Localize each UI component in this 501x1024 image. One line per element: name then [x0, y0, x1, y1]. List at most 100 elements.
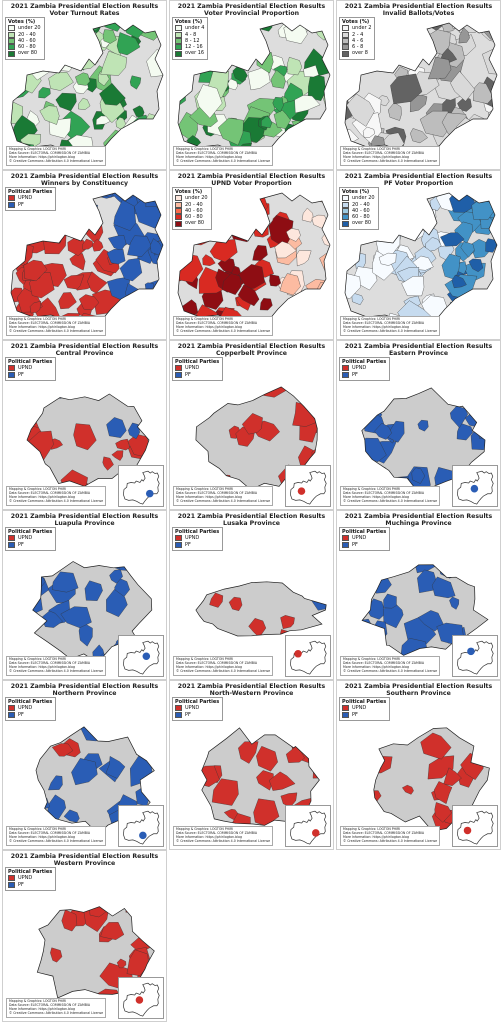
map-legend: Political Parties UPND PF — [5, 357, 57, 381]
constituency-shape — [36, 726, 51, 745]
constituency-shape — [417, 569, 438, 594]
constituency-shape — [200, 581, 215, 590]
credit-line: Data Source: ELECTORAL COMMISSION OF ZAM… — [9, 1003, 91, 1008]
constituency-shape — [119, 23, 149, 39]
map-panel-upnd: 2021 Zambia Presidential Election Result… — [169, 170, 334, 340]
constituency-shape — [100, 193, 115, 198]
constituency-shape — [172, 437, 185, 451]
constituency-shape — [195, 392, 219, 414]
constituency-shape — [272, 97, 284, 113]
constituency-shape — [73, 423, 97, 451]
legend-label: PF — [18, 711, 24, 718]
credit-line: Data Source: ELECTORAL COMMISSION OF ZAM… — [176, 831, 258, 836]
credit-line: Mapping & Graphics: LOGTON PHIRI — [343, 317, 401, 322]
constituency-shape — [388, 102, 402, 121]
constituency-shape — [102, 29, 117, 44]
panel-subtitle: Central Province — [55, 350, 114, 357]
credits-box: Mapping & Graphics: LOGTON PHIRI Data Sou… — [340, 316, 441, 336]
panel-title: 2021 Zambia Presidential Election Result… — [337, 343, 500, 357]
legend-item: under 2 — [342, 25, 371, 32]
map-legend: Political Parties UPND PF — [5, 527, 57, 551]
credit-line: © Creative Commons: Attribution 4.0 Inte… — [176, 499, 271, 504]
legend-swatch — [342, 38, 349, 45]
credits-box: Mapping & Graphics: LOGTON PHIRI Data Sou… — [6, 826, 107, 846]
constituency-shape — [472, 161, 487, 163]
constituency-shape — [277, 700, 300, 722]
constituency-shape — [443, 767, 462, 786]
constituency-shape — [51, 743, 74, 757]
constituency-shape — [145, 193, 163, 207]
constituency-shape — [103, 325, 129, 333]
credit-line: More Information: https://phirilogton.bl… — [9, 1007, 75, 1012]
constituency-shape — [291, 154, 310, 163]
credits-box: Mapping & Graphics: LOGTON PHIRI Data Sou… — [6, 486, 107, 506]
legend-label: 12 - 16 — [185, 44, 203, 51]
legend-swatch — [342, 220, 349, 227]
credit-line: Data Source: ELECTORAL COMMISSION OF ZAM… — [176, 151, 258, 156]
constituency-shape — [276, 151, 292, 163]
panel-title: 2021 Zambia Presidential Election Result… — [337, 173, 500, 187]
map-canvas — [177, 22, 331, 164]
constituency-shape — [406, 23, 428, 43]
legend-item: under 4 — [175, 25, 204, 32]
constituency-shape — [288, 146, 303, 161]
constituency-shape — [307, 73, 326, 102]
constituency-shape — [345, 228, 352, 246]
map-legend: Political Parties UPND PF — [339, 357, 391, 381]
constituency-shape — [29, 300, 42, 314]
constituency-shape — [100, 922, 125, 940]
legend-swatch — [342, 44, 349, 51]
map-legend: Political Parties UPND PF — [5, 187, 57, 211]
legend-title: Political Parties — [342, 699, 387, 705]
constituency-shape — [217, 257, 235, 273]
credits-box: Mapping & Graphics: LOGTON PHIRI Data Sou… — [173, 486, 274, 506]
legend-label: UPND — [18, 705, 33, 712]
credit-line: © Creative Commons: Attribution 4.0 Inte… — [9, 1011, 104, 1016]
constituency-shape — [274, 241, 297, 259]
credit-line: Data Source: ELECTORAL COMMISSION OF ZAM… — [343, 151, 425, 156]
constituency-shape — [237, 284, 260, 307]
constituency-shape — [196, 84, 223, 119]
legend-swatch — [8, 705, 15, 712]
main-title: 2021 Zambia Presidential Election Result… — [10, 343, 159, 350]
constituency-shape — [438, 160, 455, 163]
map-panel-provincial: 2021 Zambia Presidential Election Result… — [169, 0, 334, 170]
legend-label: UPND — [18, 875, 33, 882]
constituency-shape — [456, 422, 473, 441]
constituency-shape — [467, 564, 488, 577]
constituency-shape — [108, 363, 121, 377]
constituency-shape — [390, 73, 423, 105]
constituency-shape — [349, 470, 361, 479]
legend-item: 20 - 40 — [175, 202, 208, 208]
legend-swatch — [342, 705, 349, 712]
panel-title: 2021 Zambia Presidential Election Result… — [170, 173, 333, 187]
legend-title: Political Parties — [342, 359, 387, 365]
credit-line: More Information: https://phirilogton.bl… — [9, 325, 75, 330]
map-canvas — [26, 363, 150, 487]
constituency-shape — [345, 272, 361, 299]
main-title: 2021 Zambia Presidential Election Result… — [10, 3, 159, 10]
panel-title: 2021 Zambia Presidential Election Result… — [337, 3, 500, 17]
constituency-shape — [80, 541, 90, 552]
province-outline — [195, 581, 327, 637]
legend-swatch — [342, 31, 349, 38]
legend-label: 8 - 12 — [185, 37, 200, 44]
constituency-shape — [362, 618, 375, 638]
constituency-shape — [118, 153, 132, 163]
constituency-shape — [406, 33, 422, 48]
legend-label: over 80 — [352, 220, 372, 227]
constituency-shape — [152, 619, 167, 634]
constituency-shape — [228, 596, 243, 612]
legend-item: 20 - 40 — [8, 32, 41, 38]
constituency-shape — [316, 746, 320, 760]
constituency-shape — [100, 50, 127, 76]
constituency-shape — [102, 312, 128, 333]
constituency-shape — [36, 726, 40, 736]
constituency-shape — [307, 553, 326, 573]
constituency-shape — [155, 144, 163, 156]
legend-item: 60 - 80 — [175, 214, 208, 221]
legend-swatch — [8, 201, 15, 208]
main-title: 2021 Zambia Presidential Election Result… — [344, 3, 493, 10]
constituency-shape — [289, 154, 307, 163]
constituency-shape — [470, 322, 484, 333]
